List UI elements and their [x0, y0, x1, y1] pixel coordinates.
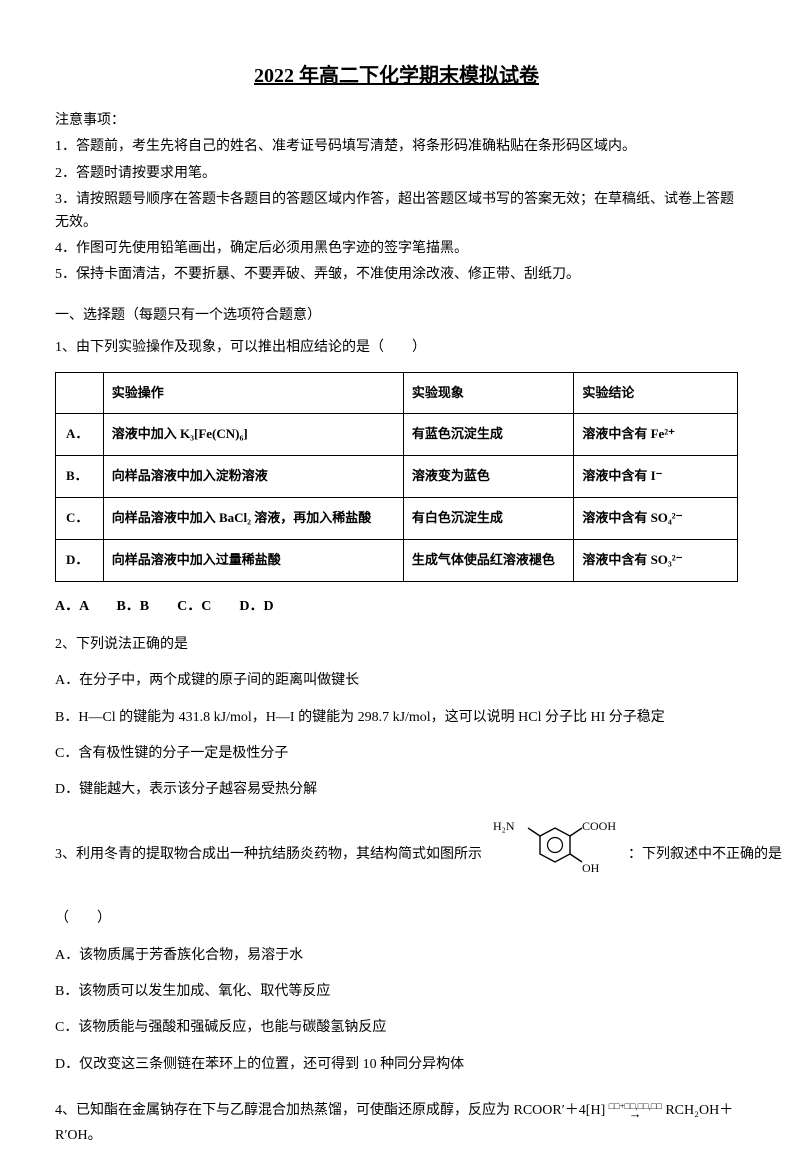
q4-text-part1: 4、已知酯在金属钠存在下与乙醇混合加热蒸馏，可使酯还原成醇，反应为 RCOOR′… [55, 1103, 605, 1118]
row-b-conc: 溶液中含有 I⁻ [574, 456, 738, 498]
row-c-phen: 有白色沉淀生成 [403, 497, 574, 539]
svg-text:H₂N: H₂N [493, 819, 515, 833]
q2-stem: 2、下列说法正确的是 [55, 634, 738, 656]
row-b-op: 向样品溶液中加入淀粉溶液 [103, 456, 403, 498]
th-blank [56, 372, 104, 414]
q1-stem: 1、由下列实验操作及现象，可以推出相应结论的是（ ） [55, 337, 738, 359]
notice-item-5: 5．保持卡面清洁，不要折暴、不要弄破、弄皱，不准使用涂改液、修正带、刮纸刀。 [55, 264, 738, 286]
notice-heading: 注意事项： [55, 110, 738, 132]
q3-option-c: C．该物质能与强酸和强碱反应，也能与碳酸氢钠反应 [55, 1017, 738, 1039]
q3-option-d: D．仅改变这三条侧链在苯环上的位置，还可得到 10 种同分异构体 [55, 1054, 738, 1076]
q3-option-b: B．该物质可以发生加成、氧化、取代等反应 [55, 981, 738, 1003]
row-c-conc: 溶液中含有 SO₄²⁻ [574, 497, 738, 539]
q2-option-c: C．含有极性键的分子一定是极性分子 [55, 743, 738, 765]
row-a-label: A． [56, 414, 104, 456]
table-row: B． 向样品溶液中加入淀粉溶液 溶液变为蓝色 溶液中含有 I⁻ [56, 456, 738, 498]
th-phenomenon: 实验现象 [403, 372, 574, 414]
q1-options: A．A B．B C．C D．D [55, 596, 738, 618]
q1-table: 实验操作 实验现象 实验结论 A． 溶液中加入 K₃[Fe(CN)₆] 有蓝色沉… [55, 372, 738, 582]
row-a-op: 溶液中加入 K₃[Fe(CN)₆] [103, 414, 403, 456]
row-d-phen: 生成气体使品红溶液褪色 [403, 539, 574, 581]
row-b-label: B． [56, 456, 104, 498]
q2-option-b: B．H—Cl 的键能为 431.8 kJ/mol，H—I 的键能为 298.7 … [55, 707, 738, 729]
q3-option-a: A．该物质属于芳香族化合物，易溶于水 [55, 945, 738, 967]
th-operation: 实验操作 [103, 372, 403, 414]
q3-paren: （ ） [55, 908, 738, 930]
section-1-heading: 一、选择题（每题只有一个选项符合题意） [55, 305, 738, 327]
svg-text:OH: OH [582, 861, 600, 875]
row-a-phen: 有蓝色沉淀生成 [403, 414, 574, 456]
row-d-op: 向样品溶液中加入过量稀盐酸 [103, 539, 403, 581]
q4-stem: 4、已知酯在金属钠存在下与乙醇混合加热蒸馏，可使酯还原成醇，反应为 RCOOR′… [55, 1098, 738, 1148]
q2-option-d: D．键能越大，表示该分子越容易受热分解 [55, 779, 738, 801]
table-row: A． 溶液中加入 K₃[Fe(CN)₆] 有蓝色沉淀生成 溶液中含有 Fe²⁺ [56, 414, 738, 456]
notice-item-2: 2．答题时请按要求用笔。 [55, 163, 738, 185]
row-a-conc: 溶液中含有 Fe²⁺ [574, 414, 738, 456]
q3-molecule-diagram: H₂N COOH OH [490, 816, 620, 894]
q3-stem-container: 3、利用冬青的提取物合成出一种抗结肠炎药物，其结构简式如图所示 H₂N COOH… [55, 816, 738, 894]
page-title: 2022 年高二下化学期末模拟试卷 [55, 60, 738, 92]
table-row: D． 向样品溶液中加入过量稀盐酸 生成气体使品红溶液褪色 溶液中含有 SO₃²⁻ [56, 539, 738, 581]
q2-option-a: A．在分子中，两个成键的原子间的距离叫做键长 [55, 670, 738, 692]
table-row: C． 向样品溶液中加入 BaCl₂ 溶液，再加入稀盐酸 有白色沉淀生成 溶液中含… [56, 497, 738, 539]
svg-text:COOH: COOH [582, 819, 616, 833]
row-c-op: 向样品溶液中加入 BaCl₂ 溶液，再加入稀盐酸 [103, 497, 403, 539]
q3-stem-right: ：下列叙述中不正确的是 [628, 844, 782, 866]
row-d-conc: 溶液中含有 SO₃²⁻ [574, 539, 738, 581]
row-d-label: D． [56, 539, 104, 581]
q3-stem-left: 3、利用冬青的提取物合成出一种抗结肠炎药物，其结构简式如图所示 [55, 844, 482, 866]
notice-item-1: 1．答题前，考生先将自己的姓名、准考证号码填写清楚，将条形码准确粘贴在条形码区域… [55, 136, 738, 158]
q4-reaction-arrow: □□+□□,□□,□□ → [609, 1102, 662, 1120]
notice-item-4: 4．作图可先使用铅笔画出，确定后必须用黑色字迹的签字笔描黑。 [55, 238, 738, 260]
row-b-phen: 溶液变为蓝色 [403, 456, 574, 498]
row-c-label: C． [56, 497, 104, 539]
th-conclusion: 实验结论 [574, 372, 738, 414]
notice-item-3: 3．请按照题号顺序在答题卡各题目的答题区域内作答，超出答题区域书写的答案无效；在… [55, 189, 738, 234]
table-header-row: 实验操作 实验现象 实验结论 [56, 372, 738, 414]
